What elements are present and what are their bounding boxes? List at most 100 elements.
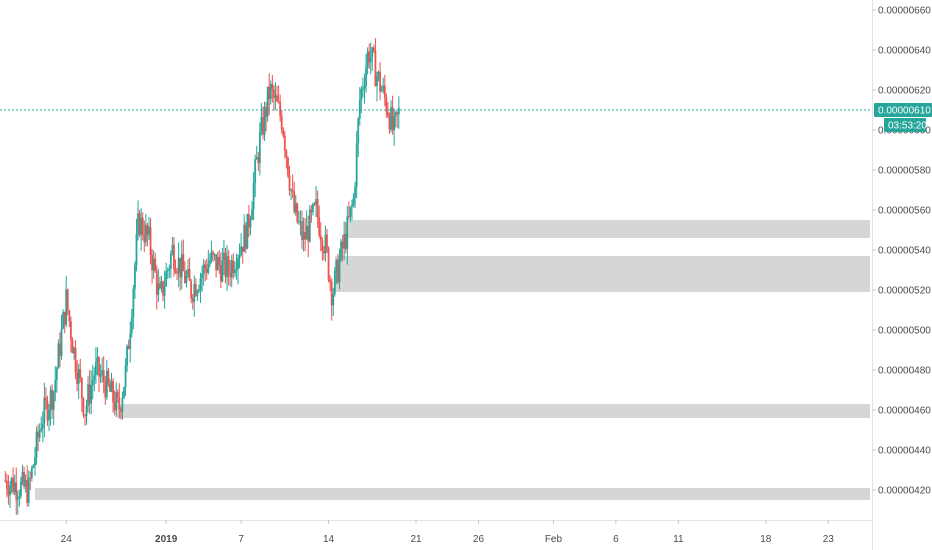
candle bbox=[16, 490, 19, 515]
x-tick-label: 24 bbox=[61, 534, 73, 545]
candle bbox=[154, 252, 157, 273]
candle bbox=[176, 267, 178, 281]
candle bbox=[293, 181, 296, 215]
candle bbox=[204, 260, 207, 282]
time-axis[interactable]: 24 2019 7 14 21 26 Feb 6 11 18 23 bbox=[61, 520, 835, 545]
candle bbox=[77, 363, 80, 399]
x-tick-label: 23 bbox=[823, 534, 835, 545]
y-tick-label: 0.00000420 bbox=[878, 486, 931, 497]
candle bbox=[280, 109, 283, 134]
candle bbox=[165, 262, 168, 287]
candle bbox=[13, 474, 16, 496]
candle bbox=[273, 84, 275, 111]
candle bbox=[299, 209, 302, 236]
candle bbox=[49, 385, 52, 426]
candle bbox=[310, 205, 313, 223]
candle bbox=[240, 233, 243, 257]
candle bbox=[324, 225, 327, 262]
candle bbox=[148, 217, 150, 241]
candle bbox=[337, 253, 339, 285]
candle bbox=[249, 215, 252, 236]
candle bbox=[276, 85, 278, 102]
candle bbox=[135, 218, 138, 272]
candle bbox=[318, 205, 321, 239]
candle bbox=[94, 347, 97, 384]
candle bbox=[379, 61, 381, 101]
countdown-label: 03:53:20 bbox=[888, 121, 927, 132]
candle bbox=[185, 269, 188, 288]
candle bbox=[57, 339, 60, 369]
candle bbox=[269, 80, 272, 105]
candle bbox=[266, 86, 269, 122]
candle bbox=[40, 416, 43, 433]
current-price-tag: 0.00000610 03:53:20 bbox=[874, 103, 932, 132]
support-zone-1[interactable] bbox=[348, 220, 870, 238]
candle bbox=[360, 86, 363, 114]
support-zone-3[interactable] bbox=[116, 404, 871, 418]
candle bbox=[307, 215, 310, 258]
candle bbox=[104, 375, 107, 405]
candle bbox=[341, 234, 344, 262]
candle bbox=[366, 47, 369, 75]
candle bbox=[109, 378, 111, 392]
candle bbox=[199, 272, 202, 303]
x-tick-label: 7 bbox=[238, 534, 244, 545]
candle bbox=[358, 87, 361, 126]
candle bbox=[65, 275, 68, 327]
candle bbox=[363, 73, 366, 104]
candle bbox=[149, 217, 152, 265]
candle bbox=[90, 370, 93, 415]
candle bbox=[66, 288, 69, 316]
candle bbox=[263, 101, 266, 141]
candle bbox=[18, 489, 21, 507]
candle bbox=[124, 358, 127, 396]
candle bbox=[219, 252, 222, 289]
candle bbox=[394, 110, 397, 128]
candle bbox=[27, 470, 30, 507]
candle bbox=[288, 165, 291, 196]
candle bbox=[332, 287, 335, 317]
candle bbox=[388, 112, 391, 135]
candle bbox=[198, 284, 200, 294]
candle bbox=[15, 467, 18, 515]
price-axis[interactable]: 0.00000420 0.00000440 0.00000460 0.00000480… bbox=[872, 6, 931, 497]
candle bbox=[221, 247, 224, 283]
candle bbox=[30, 465, 33, 482]
candle bbox=[132, 285, 135, 330]
candle bbox=[179, 257, 182, 291]
candle bbox=[112, 377, 114, 413]
support-zone-2[interactable] bbox=[334, 256, 871, 292]
candle bbox=[26, 465, 29, 507]
candle bbox=[76, 360, 79, 392]
candle bbox=[397, 96, 400, 129]
candle bbox=[45, 387, 47, 410]
candle bbox=[243, 214, 246, 252]
candle bbox=[105, 360, 108, 400]
candle bbox=[99, 364, 102, 383]
support-zone-4[interactable] bbox=[34, 488, 871, 500]
candle bbox=[327, 246, 330, 283]
candle bbox=[235, 253, 238, 280]
candle bbox=[171, 236, 174, 256]
candle bbox=[233, 261, 236, 277]
candle bbox=[59, 332, 61, 368]
candle bbox=[396, 111, 399, 129]
candle bbox=[291, 174, 294, 199]
candle bbox=[319, 222, 322, 252]
candle bbox=[85, 399, 88, 425]
candle bbox=[194, 278, 197, 297]
candle bbox=[10, 476, 13, 494]
candle bbox=[51, 384, 54, 419]
candle bbox=[191, 294, 194, 310]
y-tick-label: 0.00000460 bbox=[878, 406, 931, 417]
candle bbox=[87, 376, 89, 413]
candle bbox=[354, 181, 357, 209]
candle bbox=[294, 194, 297, 216]
candle bbox=[246, 213, 249, 250]
candle bbox=[369, 42, 372, 75]
candle bbox=[374, 38, 377, 87]
candle bbox=[91, 364, 94, 400]
y-tick-label: 0.00000520 bbox=[878, 286, 931, 297]
candle bbox=[304, 217, 307, 252]
